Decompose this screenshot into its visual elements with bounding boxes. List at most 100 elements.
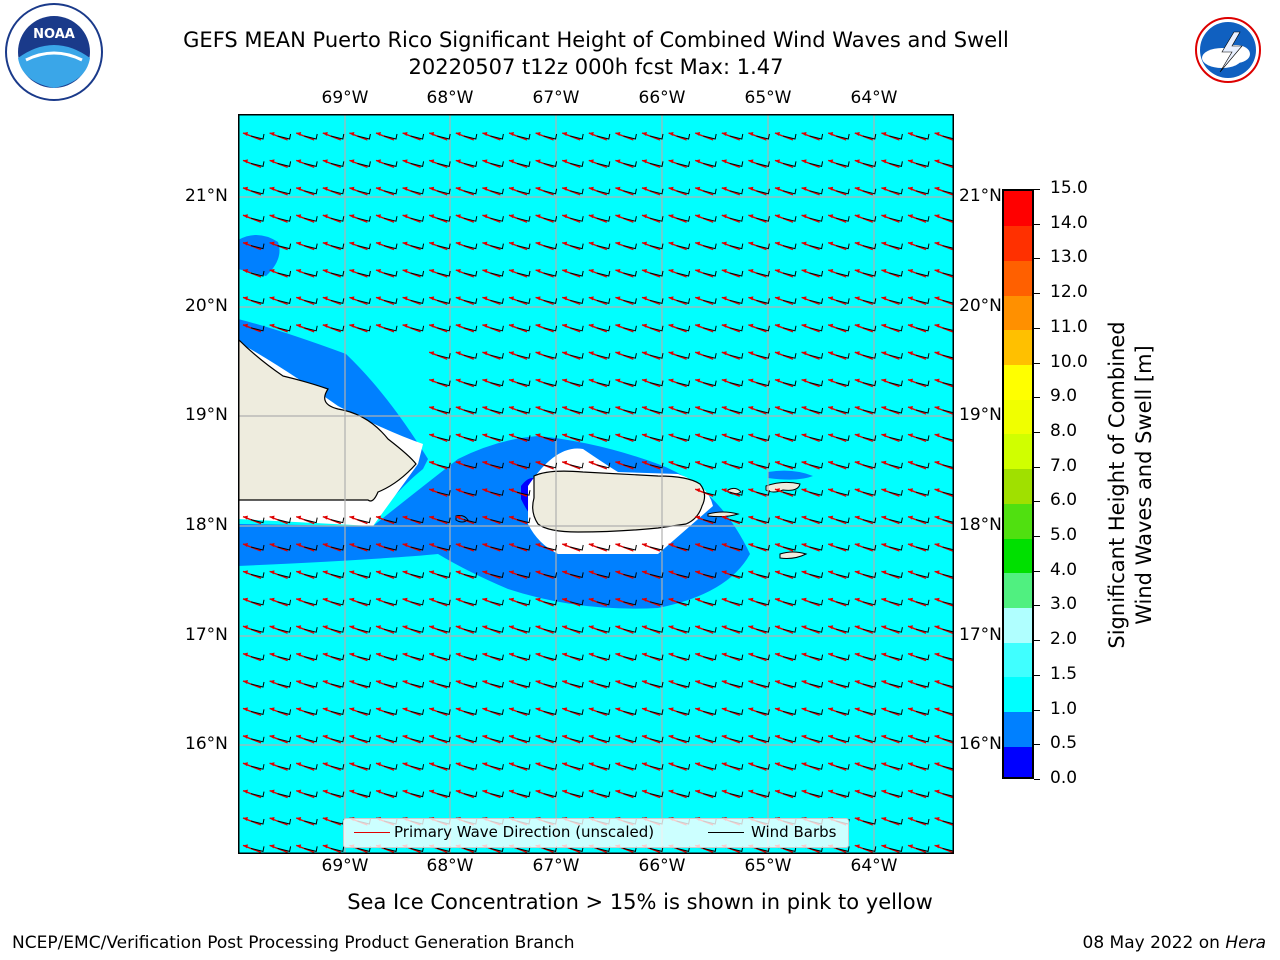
wave-arrow: [774, 625, 797, 634]
wave-arrow: [641, 159, 664, 169]
wave-arrow: [748, 378, 770, 388]
colorbar-tick-label: 15.0: [1050, 178, 1088, 198]
wave-arrow: [615, 707, 637, 717]
wave-arrow: [615, 323, 637, 333]
wave-arrow: [881, 817, 903, 826]
colorbar: [1002, 189, 1034, 779]
colorbar-segment: [1004, 503, 1032, 539]
wave-arrow: [827, 707, 850, 717]
wave-arrow: [748, 680, 770, 689]
wave-arrow: [694, 734, 717, 744]
wave-arrow: [774, 378, 797, 388]
wave-arrow: [295, 707, 318, 717]
wave-arrow: [854, 214, 877, 223]
wave-arrow: [375, 515, 398, 525]
wave-arrow: [295, 296, 318, 306]
wave-arrow: [934, 680, 954, 689]
wave-arrow: [801, 515, 824, 525]
wave-arrow: [641, 570, 664, 580]
lat-label-right-18n: 18°N: [959, 515, 1002, 535]
wave-arrow: [508, 132, 531, 141]
wave-arrow: [641, 680, 664, 689]
wave-arrow: [801, 241, 824, 251]
wave-arrow: [428, 323, 451, 333]
wave-arrow: [588, 214, 611, 223]
noaa-logo: NOAA: [5, 3, 103, 101]
wave-arrow: [508, 570, 531, 580]
colorbar-segment: [1004, 572, 1032, 608]
wave-arrow: [721, 762, 744, 771]
footer-machine: Hera: [1225, 933, 1266, 953]
lon-label-top-67w: 67°W: [532, 88, 580, 108]
wave-arrow: [668, 351, 691, 360]
wave-arrow: [774, 132, 797, 141]
wave-arrow: [269, 214, 292, 223]
wave-arrow: [801, 680, 824, 689]
wave-arrow: [588, 460, 611, 470]
wave-arrow: [349, 597, 371, 607]
wave-arrow: [934, 351, 954, 360]
wave-arrow: [428, 789, 451, 799]
wave-arrow: [907, 433, 930, 443]
wave-arrow: [934, 652, 954, 662]
wave-arrow: [907, 378, 930, 388]
wave-arrow: [455, 378, 478, 388]
wave-arrow: [801, 323, 824, 333]
lon-label-bottom-67w: 67°W: [532, 856, 580, 876]
wave-arrow: [508, 406, 531, 415]
wave-arrow: [934, 186, 954, 196]
wave-arrow: [402, 296, 425, 306]
wave-arrow: [801, 597, 824, 607]
wave-arrow: [615, 296, 637, 306]
wave-arrow: [748, 570, 770, 580]
wave-arrow: [721, 734, 744, 744]
wave-arrow: [508, 625, 531, 634]
wave-arrow: [455, 515, 478, 525]
wave-arrow: [349, 570, 371, 580]
wave-arrow: [349, 269, 371, 278]
wave-arrow: [375, 789, 398, 799]
wave-arrow: [322, 214, 345, 223]
wave-arrow: [774, 296, 797, 306]
wave-arrow: [482, 625, 504, 634]
wave-arrow: [322, 241, 345, 251]
wave-arrow: [508, 186, 531, 196]
wave-arrow: [455, 323, 478, 333]
wave-arrow: [774, 789, 797, 799]
wave-arrow: [561, 597, 584, 607]
wave-arrow: [402, 625, 425, 634]
lat-label-right-21n: 21°N: [959, 186, 1002, 206]
wave-arrow: [482, 789, 504, 799]
wave-arrow: [508, 652, 531, 662]
wave-arrow: [349, 680, 371, 689]
title-line-1: GEFS MEAN Puerto Rico Significant Height…: [183, 28, 1009, 52]
wave-arrow: [535, 241, 558, 251]
wave-arrow: [907, 488, 930, 497]
wave-arrow: [827, 488, 850, 497]
wave-arrow: [748, 296, 770, 306]
colorbar-tick-label: 3.0: [1050, 594, 1078, 615]
wave-arrow: [588, 132, 611, 141]
colorbar-segment: [1004, 711, 1032, 747]
wave-arrow: [934, 625, 954, 634]
colorbar-tick: [1034, 779, 1040, 780]
wave-arrow: [881, 625, 903, 634]
wave-arrow: [242, 707, 265, 717]
wave-arrow: [694, 515, 717, 525]
wave-arrow: [322, 570, 345, 580]
wave-arrow: [561, 241, 584, 251]
wave-arrow: [349, 296, 371, 306]
wave-arrow: [934, 323, 954, 333]
wave-arrow: [774, 707, 797, 717]
wave-arrow: [242, 817, 265, 826]
wave-arrow: [774, 241, 797, 251]
wave-arrow: [641, 625, 664, 634]
wave-arrow: [827, 159, 850, 169]
wave-arrow: [827, 762, 850, 771]
wave-arrow: [322, 186, 345, 196]
wave-arrow: [588, 762, 611, 771]
lon-label-top-69w: 69°W: [321, 88, 369, 108]
wave-arrow: [508, 762, 531, 771]
wave-arrow: [375, 625, 398, 634]
wave-arrow: [561, 460, 584, 470]
